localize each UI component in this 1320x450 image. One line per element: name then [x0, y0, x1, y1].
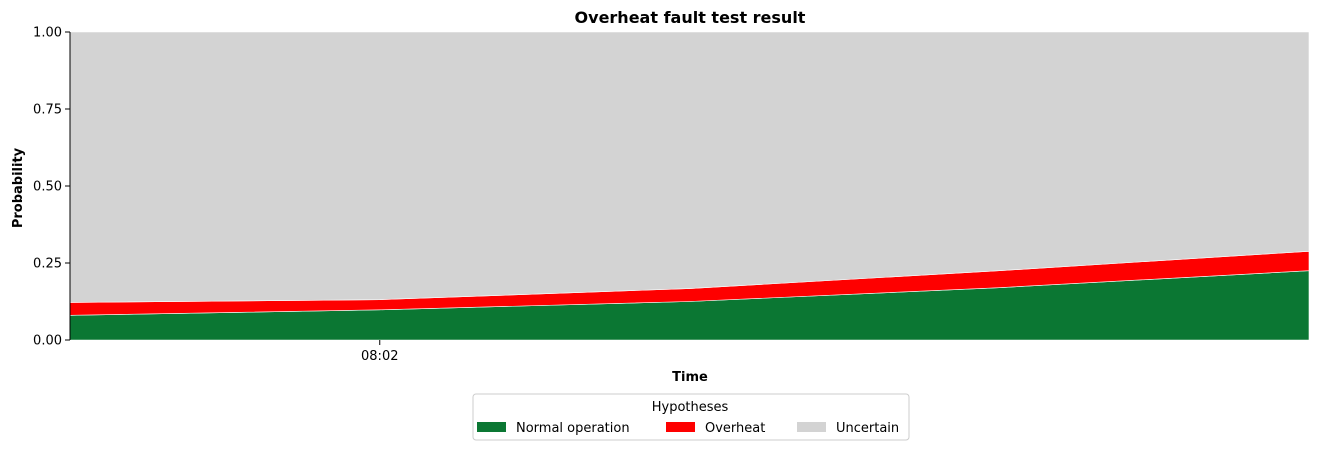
- chart-title: Overheat fault test result: [575, 8, 806, 27]
- x-axis-ticks: 08:02: [361, 340, 398, 364]
- plot-area: [69, 31, 1310, 341]
- y-tick-label: 1.00: [33, 26, 62, 41]
- legend-label-normal-operation: Normal operation: [516, 421, 630, 436]
- x-tick-label: 08:02: [361, 349, 398, 364]
- y-tick-label: 0.00: [33, 334, 62, 349]
- y-tick-label: 0.75: [33, 103, 62, 118]
- legend-label-uncertain: Uncertain: [836, 421, 899, 436]
- x-axis-label: Time: [672, 370, 708, 385]
- legend-swatch-overheat: [666, 422, 695, 432]
- legend: Hypotheses Normal operation Overheat Uncer…: [472, 393, 910, 441]
- y-axis-ticks: 0.00 0.25 0.50 0.75 1.00: [33, 26, 70, 349]
- legend-swatch-normal-operation: [477, 422, 506, 432]
- legend-items: Normal operation Overheat Uncertain: [477, 421, 899, 436]
- y-tick-label: 0.25: [33, 257, 62, 272]
- area-uncertain: [69, 31, 1310, 303]
- y-tick-label: 0.50: [33, 180, 62, 195]
- legend-swatch-uncertain: [797, 422, 826, 432]
- legend-label-overheat: Overheat: [705, 421, 765, 436]
- y-axis-label: Probability: [11, 147, 26, 228]
- legend-title: Hypotheses: [652, 400, 729, 415]
